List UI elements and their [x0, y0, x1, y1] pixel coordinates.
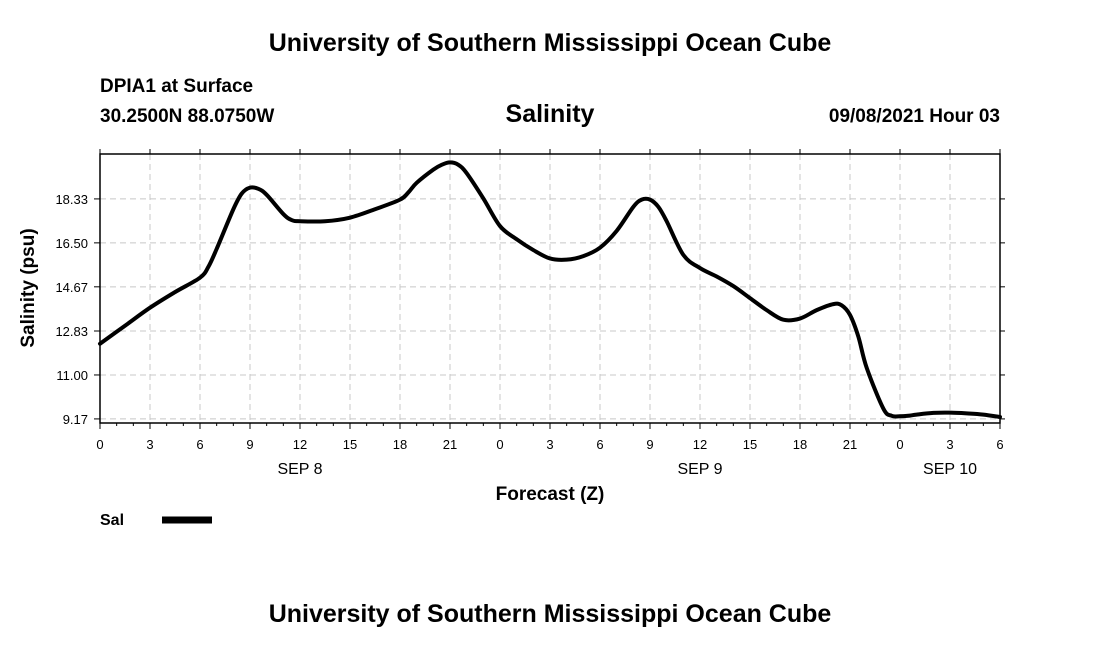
day-labels: SEP 8 SEP 9 SEP 10 — [277, 461, 977, 478]
y-tick-label: 16.50 — [55, 236, 88, 251]
x-tick-label: 3 — [546, 437, 553, 452]
chart-top-title: University of Southern Mississippi Ocean… — [268, 29, 832, 57]
x-tick-label: 15 — [343, 437, 357, 452]
day-label: SEP 9 — [677, 461, 722, 478]
x-tick-label: 6 — [196, 437, 203, 452]
x-tick-label: 0 — [496, 437, 503, 452]
y-tick-label: 18.33 — [55, 192, 88, 207]
y-tick-label: 11.00 — [56, 368, 88, 383]
x-axis-title: Forecast (Z) — [496, 484, 605, 505]
y-tick-labels: 9.17 11.00 12.83 14.67 16.50 18.33 — [55, 192, 88, 427]
x-tick-label: 12 — [693, 437, 707, 452]
x-tick-label: 21 — [843, 437, 857, 452]
x-tick-labels: 0 3 6 9 12 15 18 21 0 3 6 9 12 15 18 21 0 3 6 — [96, 437, 1003, 452]
day-label: SEP 10 — [923, 461, 977, 478]
salinity-series-line — [98, 160, 1002, 419]
grid-lines — [100, 154, 1000, 423]
x-tick-label: 18 — [793, 437, 807, 452]
y-tick-label: 9.17 — [63, 412, 88, 427]
y-tick-label: 14.67 — [55, 280, 88, 295]
x-tick-label: 18 — [393, 437, 407, 452]
axis-ticks — [94, 149, 1005, 429]
forecast-datetime: 09/08/2021 Hour 03 — [828, 106, 1000, 127]
x-tick-label: 0 — [896, 437, 903, 452]
chart-bottom-title: University of Southern Mississippi Ocean… — [268, 600, 832, 628]
x-tick-label: 15 — [743, 437, 757, 452]
x-tick-label: 6 — [596, 437, 603, 452]
x-tick-label: 3 — [146, 437, 153, 452]
legend-label: Sal — [100, 512, 124, 529]
y-axis-title: Salinity (psu) — [18, 228, 39, 347]
y-tick-label: 12.83 — [55, 324, 88, 339]
x-tick-label: 3 — [946, 437, 953, 452]
x-tick-label: 21 — [443, 437, 457, 452]
x-tick-label: 0 — [96, 437, 103, 452]
station-label: DPIA1 at Surface — [100, 76, 254, 97]
x-tick-label: 6 — [996, 437, 1003, 452]
station-coordinates: 30.2500N 88.0750W — [100, 106, 275, 127]
x-tick-label: 9 — [646, 437, 653, 452]
day-label: SEP 8 — [277, 461, 322, 478]
chart-title: Salinity — [505, 100, 595, 128]
x-tick-label: 12 — [293, 437, 307, 452]
x-tick-label: 9 — [246, 437, 253, 452]
